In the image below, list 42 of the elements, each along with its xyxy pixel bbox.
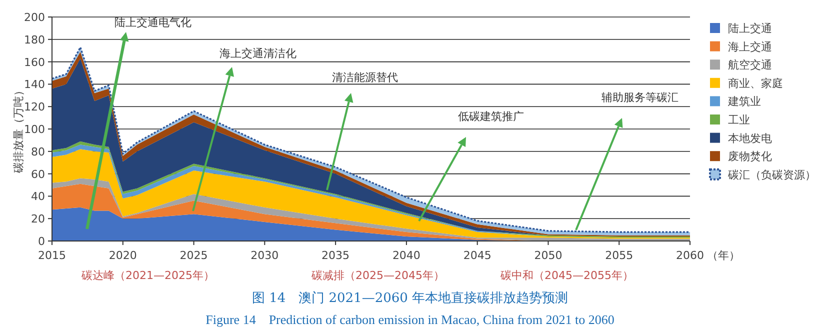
annotation: 海上交通清洁化 (220, 47, 296, 60)
y-tick-label: 80 (31, 145, 45, 158)
text: 碳中和（2045—2055年） (500, 269, 634, 282)
legend-label: 碳汇（负碳资源） (727, 168, 816, 182)
x-tick-label: 2030 (250, 249, 279, 262)
y-tick-label: 60 (31, 168, 45, 181)
annotation: 辅助服务等碳汇 (602, 91, 678, 104)
y-tick-label: 200 (24, 11, 45, 24)
y-tick-label: 140 (24, 78, 45, 92)
y-tick-label: 180 (24, 33, 45, 46)
x-axis-title: （年） (707, 249, 740, 262)
annotation: 清洁能源替代 (332, 71, 398, 84)
text: 碳达峰（2021—2025年） (80, 269, 214, 282)
x-tick-label: 2060 (676, 249, 704, 262)
legend-label: 建筑业 (727, 95, 761, 108)
legend-label: 海上交通 (728, 40, 772, 54)
text: Figure 14 Prediction of carbon emission in Macao, China from 2021 to 2060 (206, 312, 614, 327)
y-tick-label: 100 (24, 123, 45, 136)
legend-label: 本地发电 (728, 132, 772, 145)
x-tick-label: 2015 (38, 249, 66, 262)
legend-label: 工业 (728, 114, 750, 126)
x-tick-label: 2045 (463, 249, 492, 262)
y-tick-label: 160 (24, 56, 45, 69)
x-tick-label: 2050 (534, 249, 562, 262)
annotation: 低碳建筑推广 (458, 110, 524, 123)
x-tick-label: 2055 (605, 249, 634, 262)
text: 图 14 澳门 2021—2060 年本地直接碳排放趋势预测 (252, 290, 568, 306)
annotation: 陆上交通电气化 (114, 16, 192, 29)
legend-label: 陆上交通 (728, 22, 772, 35)
y-tick-label: 40 (31, 190, 45, 204)
x-tick-label: 2040 (392, 249, 420, 262)
legend-label: 航空交通 (728, 58, 772, 72)
x-tick-label: 2035 (322, 249, 350, 262)
y-tick-label: 0 (38, 235, 45, 248)
x-tick-label: 2020 (108, 249, 137, 262)
x-tick-label: 2025 (180, 249, 208, 262)
y-axis-title: 碳排放量（万吨） (12, 85, 25, 174)
text: 碳减排（2025—2045年） (310, 269, 444, 282)
y-tick-label: 120 (24, 100, 45, 114)
y-tick-label: 20 (31, 212, 45, 226)
legend-label: 废物焚化 (728, 150, 772, 164)
legend-label: 商业、家庭 (728, 76, 783, 90)
